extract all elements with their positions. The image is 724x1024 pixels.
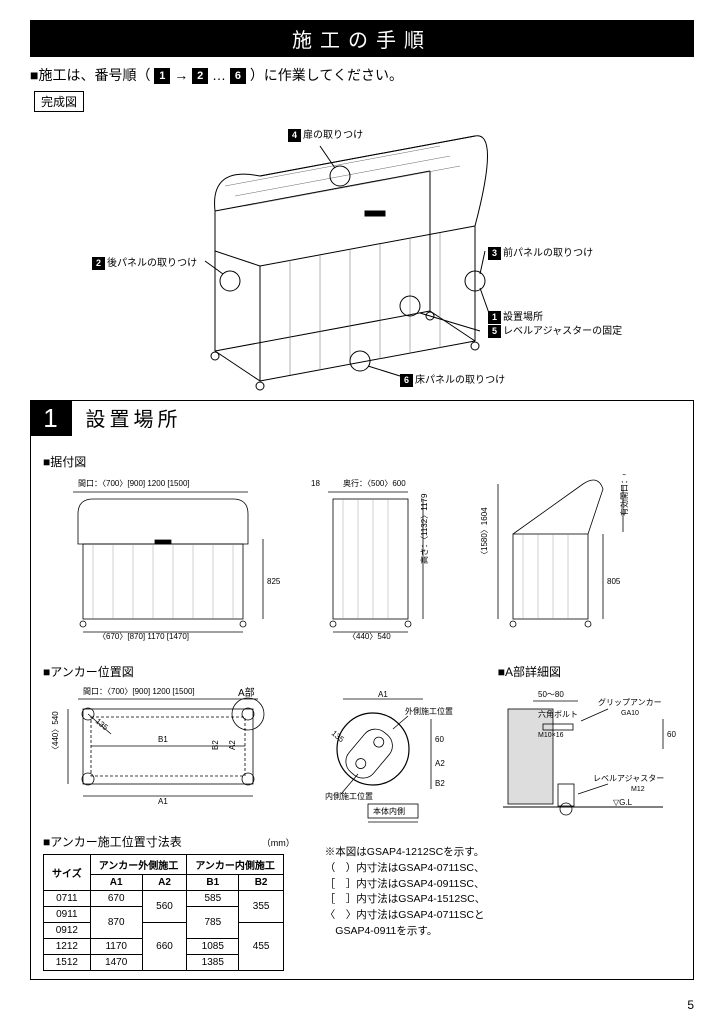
callout-6: 6床パネルの取りつけ: [400, 371, 505, 387]
sub-anchor-table: ■アンカー施工位置寸法表: [43, 833, 182, 850]
dim-abu: A部: [238, 686, 255, 699]
table-row: 0912 660 455: [44, 923, 284, 939]
th-b1: B1: [187, 875, 239, 891]
main-title: 施工の手順: [30, 20, 694, 57]
callout-4-num: 4: [288, 129, 301, 142]
svg-text:60: 60: [667, 730, 676, 739]
th-b2: B2: [239, 875, 284, 891]
callout-3-text: 前パネルの取りつけ: [503, 248, 593, 259]
callout-6-num: 6: [400, 374, 413, 387]
th-a1: A1: [90, 875, 142, 891]
section-num: 1: [30, 400, 72, 436]
instruction-line: ■施工は、番号順（ 1 → 2 … 6 ）に作業してください。: [30, 65, 694, 85]
soto-label: 外側施工位置: [405, 706, 453, 716]
dim-yuko: 有効開口：〈698〉710: [619, 474, 629, 516]
svg-text:A2: A2: [228, 740, 237, 750]
th-a2: A2: [142, 875, 187, 891]
svg-text:A1: A1: [158, 797, 168, 806]
dim-maguchi-lower: 〈670〉[870] 1170 [1470]: [98, 632, 189, 641]
svg-text:B2: B2: [211, 740, 220, 750]
th-uchi: アンカー内側施工: [187, 855, 284, 875]
fn-l3: ［ ］内寸法はGSAP4-0911SC、: [325, 877, 485, 893]
callout-4-text: 扉の取りつけ: [303, 130, 363, 141]
svg-text:M12: M12: [631, 786, 645, 793]
dim-440: 〈440〉540: [51, 711, 60, 754]
svg-text:18: 18: [311, 479, 320, 488]
svg-text:B2: B2: [435, 779, 445, 788]
completion-label: 完成図: [34, 91, 84, 112]
callout-2-text: 後パネルの取りつけ: [107, 258, 197, 269]
table-row: 0711 670 560 585 355: [44, 891, 284, 907]
fn-l5: 〈 〉内寸法はGSAP4-0711SCと: [325, 908, 485, 924]
svg-text:B1: B1: [158, 735, 168, 744]
fn-l6: GSAP4-0911を示す。: [325, 924, 485, 940]
svg-text:A1: A1: [378, 690, 388, 699]
callout-3-num: 3: [488, 247, 501, 260]
section-header: 1 設置場所: [30, 400, 182, 436]
dim-135: 135: [94, 717, 110, 733]
gl: ▽G.L: [613, 798, 633, 807]
instr-prefix: ■施工は、番号順（: [30, 67, 150, 83]
section-title: 設置場所: [86, 403, 182, 432]
three-view-svg: 間口：〈700〉[900] 1200 [1500] 825 〈670〉[870]…: [43, 474, 683, 654]
isometric-diagram: 4扉の取りつけ 2後パネルの取りつけ 3前パネルの取りつけ 1設置場所 5レベル…: [30, 116, 694, 396]
th-soto: アンカー外側施工: [90, 855, 187, 875]
dim-okuyuki-lower: 〈440〉540: [348, 632, 391, 641]
anchor-detail-svg: 間口：〈700〉[900] 1200 [1500] A部 135 B1 B2 A…: [43, 684, 683, 824]
callout-2-num: 2: [92, 257, 105, 270]
fn-l1: ※本図はGSAP4-1212SCを示す。: [325, 845, 485, 861]
step-num-2: 2: [192, 68, 208, 84]
grip-anchor: グリップアンカー: [598, 697, 662, 707]
anchor-table: サイズ アンカー外側施工 アンカー内側施工 A1 A2 B1 B2 0711 6…: [43, 854, 284, 971]
svg-text:GA10: GA10: [621, 710, 639, 717]
svg-text:B1: B1: [388, 823, 398, 824]
dim-805: 805: [607, 577, 621, 586]
hontai: 本体内側: [373, 806, 405, 816]
svg-text:135: 135: [330, 729, 346, 745]
arrow: →: [174, 67, 188, 83]
instr-suffix: ）に作業してください。: [250, 67, 403, 83]
fn-l4: ［ ］内寸法はGSAP4-1512SC、: [325, 892, 485, 908]
footnote: ※本図はGSAP4-1212SCを示す。 （ ）内寸法はGSAP4-0711SC…: [325, 845, 485, 940]
page-number: 5: [687, 998, 694, 1012]
svg-text:M10×16: M10×16: [538, 732, 564, 739]
dim-825: 825: [267, 577, 281, 586]
unit-mm: （mm）: [262, 836, 295, 849]
dim-1580: 〈1580〉1604: [480, 507, 489, 559]
step-num-1: 1: [154, 68, 170, 84]
callout-5: 5レベルアジャスターの固定: [488, 322, 622, 338]
callout-5-num: 5: [488, 325, 501, 338]
rokkaku: 六角ボルト: [538, 709, 578, 719]
step-num-6: 6: [230, 68, 246, 84]
dim-takasa: 高さ：〈1132〉1179: [419, 493, 429, 564]
dots: …: [212, 67, 226, 83]
uchi-label: 内側施工位置: [325, 791, 373, 801]
callout-6-text: 床パネルの取りつけ: [415, 375, 505, 386]
level-adj: レベルアジャスター: [593, 774, 664, 783]
th-size: サイズ: [44, 855, 91, 891]
sub-anchor-pos: ■アンカー位置図: [43, 663, 134, 680]
section-1: 1 設置場所 ■据付図 間口：〈700〉[900] 1200 [1500] 82…: [30, 400, 694, 980]
callout-2: 2後パネルの取りつけ: [92, 254, 197, 270]
callout-5-text: レベルアジャスターの固定: [503, 326, 622, 337]
callout-4: 4扉の取りつけ: [288, 126, 363, 142]
svg-text:A2: A2: [435, 759, 445, 768]
sub-suetsuke: ■据付図: [43, 453, 681, 470]
fn-l2: （ ）内寸法はGSAP4-0711SC、: [325, 861, 485, 877]
d50-80: 50～80: [538, 690, 564, 699]
dim-maguchi2: 間口：〈700〉[900] 1200 [1500]: [83, 687, 195, 696]
svg-text:60: 60: [435, 735, 444, 744]
sub-a-detail: ■A部詳細図: [498, 663, 561, 680]
callout-3: 3前パネルの取りつけ: [488, 244, 593, 260]
dim-maguchi: 間口：〈700〉[900] 1200 [1500]: [78, 479, 190, 488]
dim-okuyuki: 奥行：〈500〉600: [343, 478, 406, 488]
